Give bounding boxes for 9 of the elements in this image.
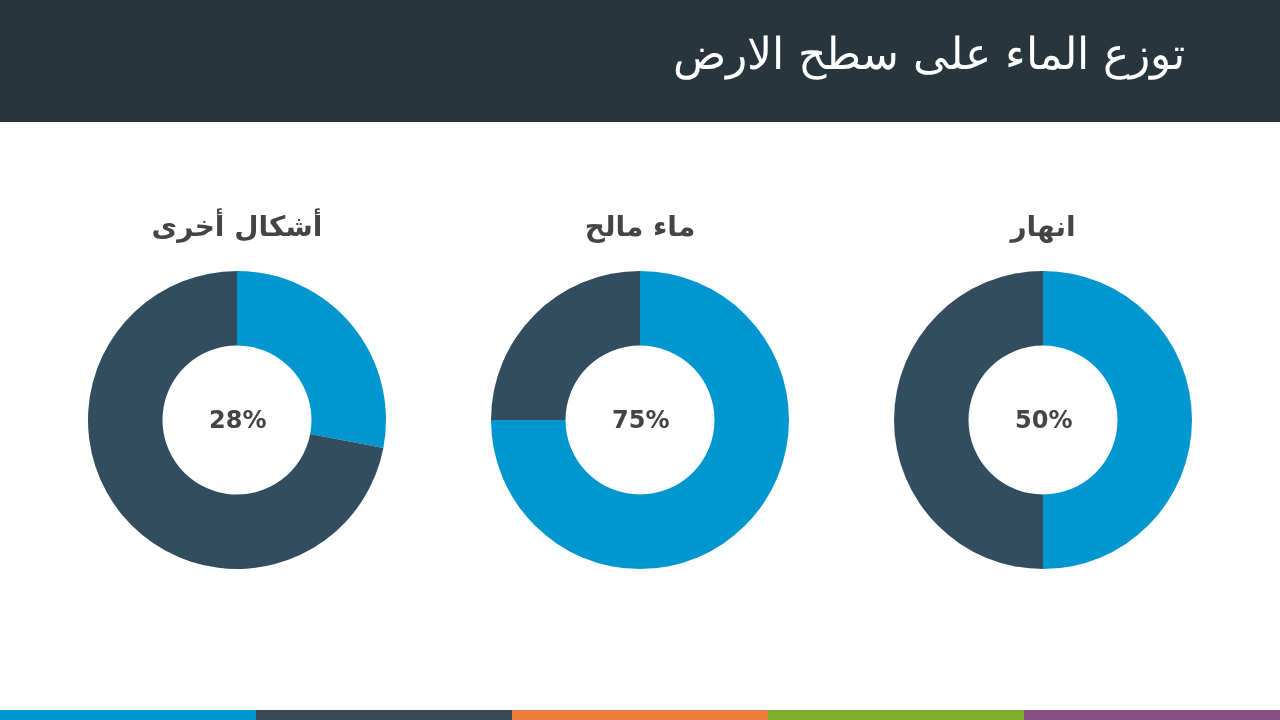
text: 28% — [209, 406, 267, 434]
donut-slice — [491, 271, 789, 569]
text: 50% — [1015, 406, 1073, 434]
donut-slice — [88, 271, 384, 569]
chart-title: أشكال أخرى — [151, 207, 323, 243]
text: توزع الماء على سطح الارض — [673, 28, 1185, 79]
text: 75% — [612, 406, 670, 434]
chart-title: انهار — [1008, 209, 1076, 243]
chart-title: ماء مالح — [584, 209, 696, 243]
